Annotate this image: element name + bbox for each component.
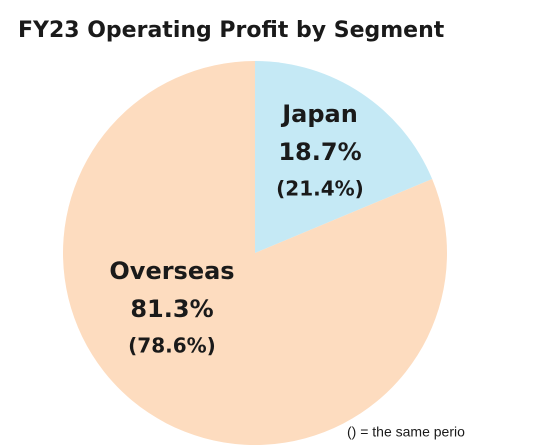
pie-slice bbox=[63, 61, 447, 445]
footnote: () = the same perio bbox=[347, 424, 465, 440]
slice-name: Overseas bbox=[109, 257, 234, 285]
pie-slice bbox=[255, 61, 433, 253]
prior-value: (78.6%) bbox=[128, 334, 216, 358]
slice-value: 81.3% bbox=[130, 295, 213, 323]
slice-value: 18.7% bbox=[278, 138, 361, 166]
chart-title: FY23 Operating Profit by Segment bbox=[18, 18, 445, 43]
prior-value: (21.4%) bbox=[276, 177, 364, 201]
slice-name: Japan bbox=[280, 100, 358, 128]
